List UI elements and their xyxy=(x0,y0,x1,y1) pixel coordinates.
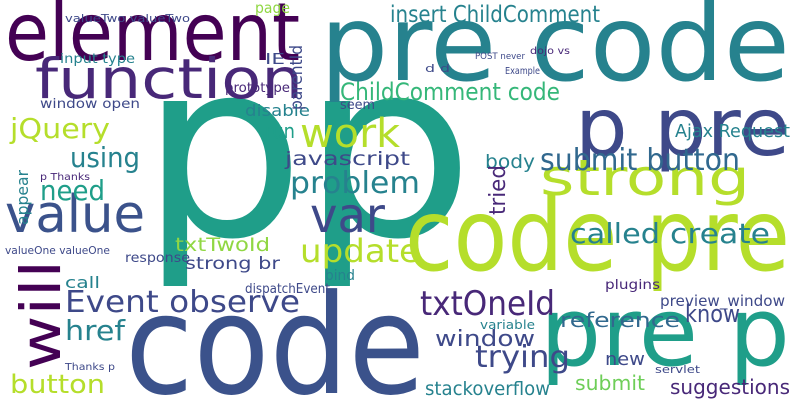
word: submit button xyxy=(540,143,740,178)
word: POST never xyxy=(475,52,525,62)
word: strong br xyxy=(185,254,280,274)
word: reference xyxy=(560,308,680,332)
word: call xyxy=(65,273,100,292)
word: Ajax Request xyxy=(675,121,790,142)
word: Example xyxy=(505,66,540,77)
word: bind xyxy=(325,268,355,284)
word: seem xyxy=(340,98,375,113)
word: insert ChildComment xyxy=(390,2,600,28)
word: strong xyxy=(540,149,750,207)
word: Thanks p xyxy=(64,362,115,373)
word: pre code xyxy=(320,0,790,105)
word: d d xyxy=(425,62,450,75)
word: trying xyxy=(475,340,570,375)
word: variable xyxy=(480,318,535,332)
word: code xyxy=(125,265,425,400)
word: txtOneId xyxy=(420,284,555,324)
word: will xyxy=(9,260,73,370)
word: p pre xyxy=(575,81,790,174)
word: IE xyxy=(265,50,285,68)
word: disable xyxy=(245,101,310,120)
word: know xyxy=(685,300,740,328)
word: submit xyxy=(575,371,645,395)
word: code pre xyxy=(405,177,790,294)
word: dojo vs xyxy=(530,46,570,57)
word: need xyxy=(40,174,105,207)
word: dispatchEvent xyxy=(245,282,330,297)
word: called xyxy=(570,217,660,250)
word: plugins xyxy=(605,278,660,293)
word: body xyxy=(485,151,535,173)
word: p Thanks xyxy=(40,172,90,183)
word: tried xyxy=(486,165,511,215)
word: href xyxy=(65,314,126,347)
word: run xyxy=(265,119,295,143)
word: update xyxy=(300,232,420,270)
word: new xyxy=(605,349,645,370)
word: element xyxy=(5,0,300,79)
word: problem xyxy=(290,166,420,201)
word: txtTwoId xyxy=(175,234,270,256)
word: Event observe xyxy=(65,285,300,320)
word: valueOne valueOne xyxy=(5,244,110,257)
word: work xyxy=(300,111,401,157)
word: appear xyxy=(13,170,32,225)
word: stackoverflow xyxy=(425,378,550,400)
word: ChildComment code xyxy=(340,78,560,106)
word: var xyxy=(310,188,385,244)
word: servlet xyxy=(655,363,701,376)
word: jQuery xyxy=(9,112,110,145)
word: input type xyxy=(60,52,135,67)
word: page xyxy=(255,0,290,17)
word: function xyxy=(35,47,303,111)
word: parentId xyxy=(287,45,307,110)
word: suggestions xyxy=(670,375,790,399)
word: p xyxy=(300,8,475,293)
word: p xyxy=(140,8,305,293)
word: pre p xyxy=(540,278,790,388)
word: using xyxy=(70,141,140,174)
word: value xyxy=(5,185,145,245)
word: javascript xyxy=(284,148,410,170)
word: preview_window xyxy=(660,292,785,311)
word: prototype xyxy=(225,81,290,96)
word: create xyxy=(670,217,770,250)
word: valueTwo valueTwo xyxy=(65,12,190,25)
word: response xyxy=(125,251,190,266)
word: window xyxy=(435,327,535,352)
word: window open xyxy=(40,97,140,112)
word: button xyxy=(10,370,105,400)
